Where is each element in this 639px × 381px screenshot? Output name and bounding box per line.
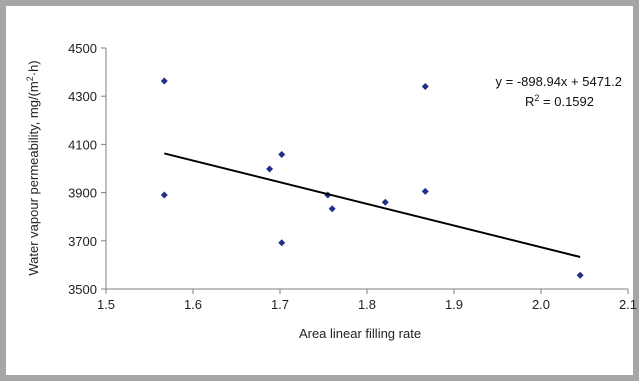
data-point (278, 239, 286, 247)
trendline-equation: y = -898.94x + 5471.2 (496, 74, 622, 89)
x-tick-label: 1.6 (184, 297, 202, 312)
x-tick-label: 1.9 (445, 297, 463, 312)
r-squared-label: R2 = 0.1592 (525, 93, 594, 109)
y-axis-title-tail: ·h) (26, 60, 41, 76)
data-point (160, 191, 168, 199)
data-point (576, 271, 584, 279)
data-point (421, 187, 429, 195)
data-point (278, 151, 286, 159)
data-point (381, 198, 389, 206)
trendline-group (164, 152, 581, 258)
r-squared-prefix: R (525, 94, 534, 109)
y-tick-label: 3500 (68, 282, 97, 297)
r-squared-superscript: 2 (534, 93, 539, 103)
x-tick-label: 2.1 (619, 297, 637, 312)
data-point (328, 205, 336, 213)
data-point (421, 83, 429, 91)
x-tick-label: 2.0 (532, 297, 550, 312)
y-axis-title-main: Water vapour permeability, mg/(m (26, 81, 41, 275)
x-tick-label: 1.5 (97, 297, 115, 312)
x-axis-ticks: 1.5 1.6 1.7 1.8 1.9 2.0 2.1 (97, 289, 637, 312)
y-tick-label: 3900 (68, 186, 97, 201)
y-tick-label: 3700 (68, 234, 97, 249)
data-point (160, 77, 168, 85)
y-tick-label: 4500 (68, 41, 97, 56)
y-tick-label: 4100 (68, 137, 97, 152)
y-axis-ticks: 3500 3700 3900 4100 4300 4500 (68, 41, 106, 297)
data-point (266, 165, 274, 173)
x-tick-label: 1.8 (358, 297, 376, 312)
x-tick-label: 1.7 (271, 297, 289, 312)
y-axis-title: Water vapour permeability, mg/(m2·h) (25, 60, 41, 275)
y-tick-label: 4300 (68, 89, 97, 104)
data-points (160, 77, 584, 279)
trendline (164, 152, 581, 258)
x-axis-title: Area linear filling rate (299, 326, 421, 341)
r-squared-value: = 0.1592 (539, 94, 594, 109)
y-axis-title-superscript: 2 (25, 76, 35, 81)
